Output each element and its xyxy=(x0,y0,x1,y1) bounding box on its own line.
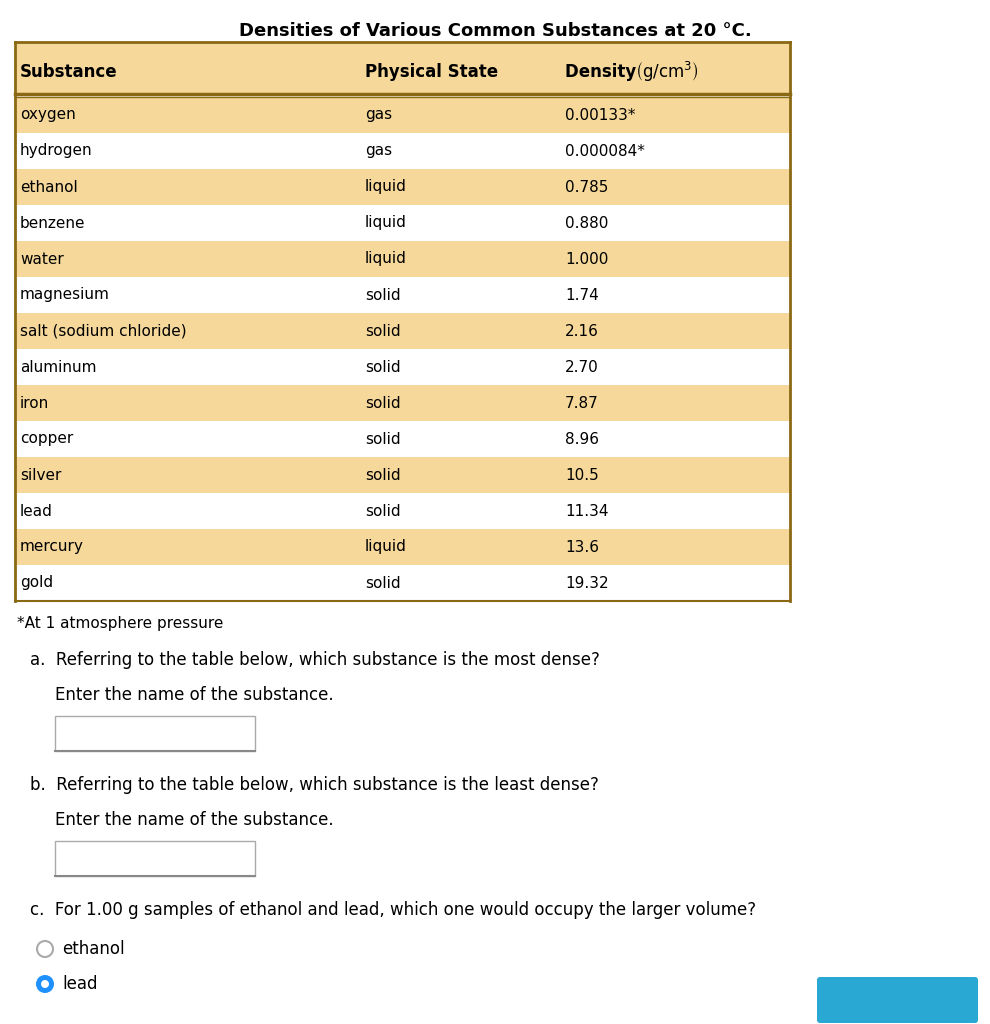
Text: 0.785: 0.785 xyxy=(565,179,609,195)
Bar xyxy=(15,421,790,457)
Text: oxygen: oxygen xyxy=(20,108,76,123)
Text: gold: gold xyxy=(20,575,53,591)
Text: *At 1 atmosphere pressure: *At 1 atmosphere pressure xyxy=(17,616,224,631)
Bar xyxy=(15,97,790,133)
Text: Density: Density xyxy=(565,63,642,81)
Text: a.  Referring to the table below, which substance is the most dense?: a. Referring to the table below, which s… xyxy=(30,651,600,669)
Text: $\left(\mathrm{g/cm^3}\right)$: $\left(\mathrm{g/cm^3}\right)$ xyxy=(635,60,699,84)
Text: liquid: liquid xyxy=(365,179,407,195)
Text: 1.000: 1.000 xyxy=(565,252,609,266)
Text: solid: solid xyxy=(365,359,401,375)
Text: 2.70: 2.70 xyxy=(565,359,599,375)
Text: liquid: liquid xyxy=(365,252,407,266)
Text: 11.34: 11.34 xyxy=(565,504,609,518)
Text: hydrogen: hydrogen xyxy=(20,143,93,159)
Bar xyxy=(15,278,790,313)
Bar xyxy=(15,169,790,205)
Text: solid: solid xyxy=(365,504,401,518)
Bar xyxy=(15,42,790,94)
Text: 0.880: 0.880 xyxy=(565,215,609,230)
Text: solid: solid xyxy=(365,395,401,411)
Circle shape xyxy=(36,975,54,993)
Bar xyxy=(15,385,790,421)
Text: solid: solid xyxy=(365,324,401,339)
Text: 1.74: 1.74 xyxy=(565,288,599,302)
Text: 2.16: 2.16 xyxy=(565,324,599,339)
FancyBboxPatch shape xyxy=(55,716,255,751)
Text: silver: silver xyxy=(20,468,61,482)
Text: lead: lead xyxy=(62,975,97,993)
Text: 10.5: 10.5 xyxy=(565,468,599,482)
Text: solid: solid xyxy=(365,468,401,482)
Text: ethanol: ethanol xyxy=(62,940,125,958)
Text: 19.32: 19.32 xyxy=(565,575,609,591)
Bar xyxy=(15,205,790,241)
Circle shape xyxy=(41,980,49,988)
Text: solid: solid xyxy=(365,575,401,591)
Bar xyxy=(15,457,790,493)
Bar xyxy=(15,241,790,278)
Text: 0.000084*: 0.000084* xyxy=(565,143,644,159)
Text: Densities of Various Common Substances at 20 °C.: Densities of Various Common Substances a… xyxy=(239,22,751,40)
Bar xyxy=(15,349,790,385)
Text: Enter the name of the substance.: Enter the name of the substance. xyxy=(55,811,334,829)
Text: solid: solid xyxy=(365,288,401,302)
Text: aluminum: aluminum xyxy=(20,359,96,375)
FancyBboxPatch shape xyxy=(55,841,255,876)
Text: gas: gas xyxy=(365,108,392,123)
Bar xyxy=(15,133,790,169)
FancyBboxPatch shape xyxy=(817,977,978,1023)
Text: water: water xyxy=(20,252,63,266)
Text: Physical State: Physical State xyxy=(365,63,498,81)
Text: liquid: liquid xyxy=(365,215,407,230)
Text: salt (sodium chloride): salt (sodium chloride) xyxy=(20,324,187,339)
Text: 7.87: 7.87 xyxy=(565,395,599,411)
Text: Substance: Substance xyxy=(20,63,118,81)
Text: iron: iron xyxy=(20,395,50,411)
Text: 13.6: 13.6 xyxy=(565,540,599,555)
Text: copper: copper xyxy=(20,431,73,446)
Text: solid: solid xyxy=(365,431,401,446)
Text: gas: gas xyxy=(365,143,392,159)
Text: Enter the name of the substance.: Enter the name of the substance. xyxy=(55,686,334,705)
Bar xyxy=(15,493,790,529)
Text: liquid: liquid xyxy=(365,540,407,555)
Text: lead: lead xyxy=(20,504,52,518)
Bar xyxy=(15,565,790,601)
Text: b.  Referring to the table below, which substance is the least dense?: b. Referring to the table below, which s… xyxy=(30,776,599,794)
Text: magnesium: magnesium xyxy=(20,288,110,302)
Bar xyxy=(15,529,790,565)
Text: c.  For 1.00 g samples of ethanol and lead, which one would occupy the larger vo: c. For 1.00 g samples of ethanol and lea… xyxy=(30,901,756,919)
Text: ethanol: ethanol xyxy=(20,179,78,195)
Text: benzene: benzene xyxy=(20,215,85,230)
Text: mercury: mercury xyxy=(20,540,84,555)
Text: 0.00133*: 0.00133* xyxy=(565,108,636,123)
Bar xyxy=(15,313,790,349)
Text: 8.96: 8.96 xyxy=(565,431,599,446)
